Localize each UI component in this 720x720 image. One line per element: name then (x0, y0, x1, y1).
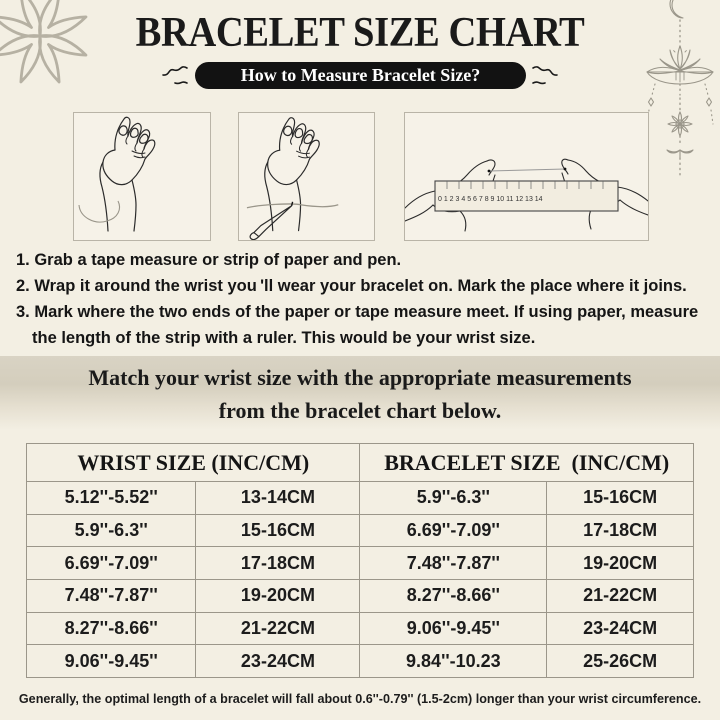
svg-text:0 1 2 3 4 5 6 7 8 9 10 11 12 1: 0 1 2 3 4 5 6 7 8 9 10 11 12 13 14 (438, 196, 543, 203)
